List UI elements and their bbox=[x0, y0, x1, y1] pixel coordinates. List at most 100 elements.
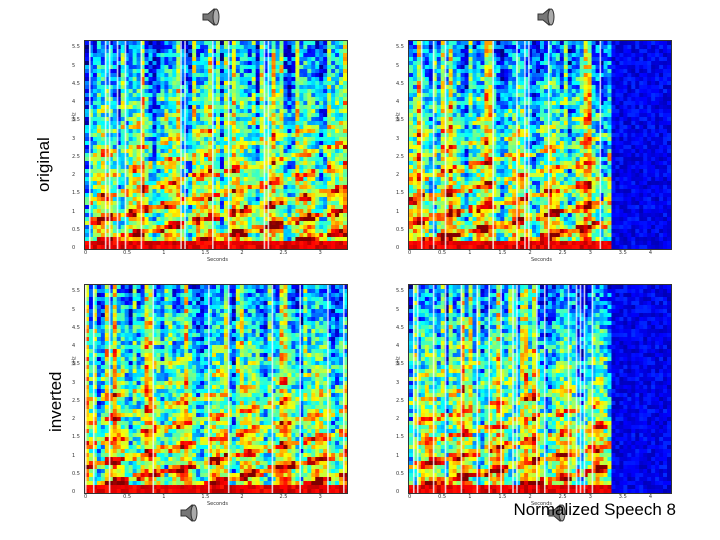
y-tick-label: 5.5 bbox=[72, 288, 80, 295]
y-tick-label: 1 bbox=[396, 208, 400, 215]
spectrogram-plot-area bbox=[408, 40, 672, 250]
x-tick-label: 0 bbox=[84, 494, 88, 500]
x-axis-title: Seconds bbox=[207, 501, 229, 507]
y-tick-label: 0 bbox=[72, 245, 76, 251]
x-tick-label: 0.5 bbox=[123, 494, 132, 500]
y-tick-label: 1.5 bbox=[72, 434, 80, 441]
y-tick-label: 2.5 bbox=[72, 397, 80, 404]
y-tick-label: 3.5 bbox=[72, 117, 80, 124]
x-tick-label: 3.5 bbox=[618, 494, 627, 500]
y-tick-label: 5.5 bbox=[72, 44, 80, 51]
x-tick-label: 1 bbox=[162, 250, 166, 256]
x-tick-label: 1 bbox=[468, 250, 472, 256]
x-tick-label: 2.5 bbox=[279, 494, 288, 500]
speaker-icon[interactable] bbox=[535, 6, 561, 28]
y-tick-label: 5.5 bbox=[396, 44, 404, 51]
spectrogram-plot-area bbox=[408, 284, 672, 494]
x-tick-label: 1.5 bbox=[201, 494, 210, 500]
x-tick-label: 1 bbox=[468, 494, 472, 500]
spectrogram-inverted-right: 0 0.5 1 1.5 2 2.5 3 3.5 4 4.5 5 5.5 0 0.5 1 1.5 2 2.5 3 3.5… bbox=[392, 280, 682, 510]
x-tick-label: 2 bbox=[240, 250, 244, 256]
y-tick-label: 2.5 bbox=[396, 397, 404, 404]
x-axis-title: Seconds bbox=[531, 257, 553, 263]
y-tick-label: 0 bbox=[72, 489, 76, 495]
y-tick-label: 3.5 bbox=[72, 361, 80, 368]
y-tick-label: 3 bbox=[396, 379, 400, 386]
x-tick-label: 0.5 bbox=[438, 494, 447, 500]
x-tick-label: 0 bbox=[84, 250, 88, 256]
y-tick-label: 0 bbox=[396, 245, 400, 251]
x-tick-label: 3 bbox=[588, 494, 592, 500]
y-axis-title: kHz bbox=[71, 112, 78, 122]
y-tick-label: 0.5 bbox=[72, 470, 80, 477]
y-axis-title: kHz bbox=[71, 356, 78, 366]
x-tick-label: 2 bbox=[240, 494, 244, 500]
x-tick-label: 3 bbox=[318, 250, 322, 256]
x-tick-label: 4 bbox=[648, 494, 653, 500]
y-tick-label: 1.5 bbox=[396, 434, 404, 441]
spectrogram-plot-area bbox=[84, 40, 348, 250]
y-tick-label: 5.5 bbox=[396, 288, 404, 295]
y-tick-label: 5 bbox=[396, 306, 400, 313]
row-label-original: original bbox=[34, 137, 53, 192]
y-axis-title: kHz bbox=[395, 112, 402, 122]
y-axis-title: kHz bbox=[395, 356, 402, 366]
y-tick-label: 1 bbox=[396, 452, 400, 459]
x-tick-label: 0.5 bbox=[123, 250, 132, 256]
y-tick-label: 0.5 bbox=[72, 226, 80, 233]
x-tick-label: 2 bbox=[528, 494, 532, 500]
y-tick-label: 4.5 bbox=[72, 80, 80, 87]
x-tick-label: 3 bbox=[588, 250, 592, 256]
y-tick-label: 4 bbox=[396, 99, 400, 106]
x-tick-label: 0.5 bbox=[438, 250, 447, 256]
speaker-icon[interactable] bbox=[200, 6, 226, 28]
spectrogram-plot-area bbox=[84, 284, 348, 494]
spectrogram-original-right: 0 0.5 1 1.5 2 2.5 3 3.5 4 4.5 5 5.5 0 0.5 1 1.5 2 2.5 3 3.5… bbox=[392, 36, 682, 266]
spectrogram-inverted-left: 0 0.5 1 1.5 2 2.5 3 3.5 4 4.5 5 5.5 0 0.5 1 1.5 2 2.5 3 kHz… bbox=[68, 280, 358, 510]
x-tick-label: 1.5 bbox=[201, 250, 210, 256]
x-axis-title: Seconds bbox=[207, 257, 229, 263]
y-tick-label: 4 bbox=[72, 343, 76, 350]
y-tick-label: 0.5 bbox=[396, 226, 404, 233]
x-tick-label: 2 bbox=[528, 250, 532, 256]
y-tick-label: 1 bbox=[72, 452, 76, 459]
y-tick-label: 4.5 bbox=[72, 324, 80, 331]
x-tick-label: 2.5 bbox=[558, 250, 567, 256]
x-tick-label: 4 bbox=[648, 250, 653, 256]
y-tick-label: 2 bbox=[396, 416, 400, 423]
x-axis-title: Seconds bbox=[531, 501, 553, 507]
y-tick-label: 4.5 bbox=[396, 324, 404, 331]
speaker-icon[interactable] bbox=[546, 502, 572, 524]
y-tick-label: 4.5 bbox=[396, 80, 404, 87]
y-tick-label: 2 bbox=[396, 172, 400, 179]
y-tick-label: 1.5 bbox=[72, 190, 80, 197]
y-tick-label: 2 bbox=[72, 416, 76, 423]
y-tick-label: 2 bbox=[72, 172, 76, 179]
y-tick-label: 4 bbox=[396, 343, 400, 350]
y-tick-label: 5 bbox=[72, 62, 76, 69]
x-tick-label: 3 bbox=[318, 494, 322, 500]
y-tick-label: 5 bbox=[72, 306, 76, 313]
slide-footer: Normalized Speech 8 bbox=[513, 500, 676, 519]
y-tick-label: 4 bbox=[72, 99, 76, 106]
y-tick-label: 0 bbox=[396, 489, 400, 495]
y-tick-label: 3 bbox=[396, 135, 400, 142]
x-tick-label: 2.5 bbox=[279, 250, 288, 256]
x-tick-label: 0 bbox=[408, 250, 412, 256]
x-tick-label: 2.5 bbox=[558, 494, 567, 500]
x-tick-label: 3.5 bbox=[618, 250, 627, 256]
y-tick-label: 2.5 bbox=[396, 153, 404, 160]
x-tick-label: 1.5 bbox=[498, 494, 507, 500]
y-tick-label: 3.5 bbox=[396, 117, 404, 124]
y-tick-label: 2.5 bbox=[72, 153, 80, 160]
y-tick-label: 3 bbox=[72, 379, 76, 386]
x-tick-label: 1 bbox=[162, 494, 166, 500]
y-tick-label: 3 bbox=[72, 135, 76, 142]
speaker-icon[interactable] bbox=[178, 502, 204, 524]
y-tick-label: 5 bbox=[396, 62, 400, 69]
y-tick-label: 1 bbox=[72, 208, 76, 215]
y-tick-label: 0.5 bbox=[396, 470, 404, 477]
y-tick-label: 3.5 bbox=[396, 361, 404, 368]
row-label-inverted: inverted bbox=[46, 371, 65, 432]
x-tick-label: 0 bbox=[408, 494, 412, 500]
